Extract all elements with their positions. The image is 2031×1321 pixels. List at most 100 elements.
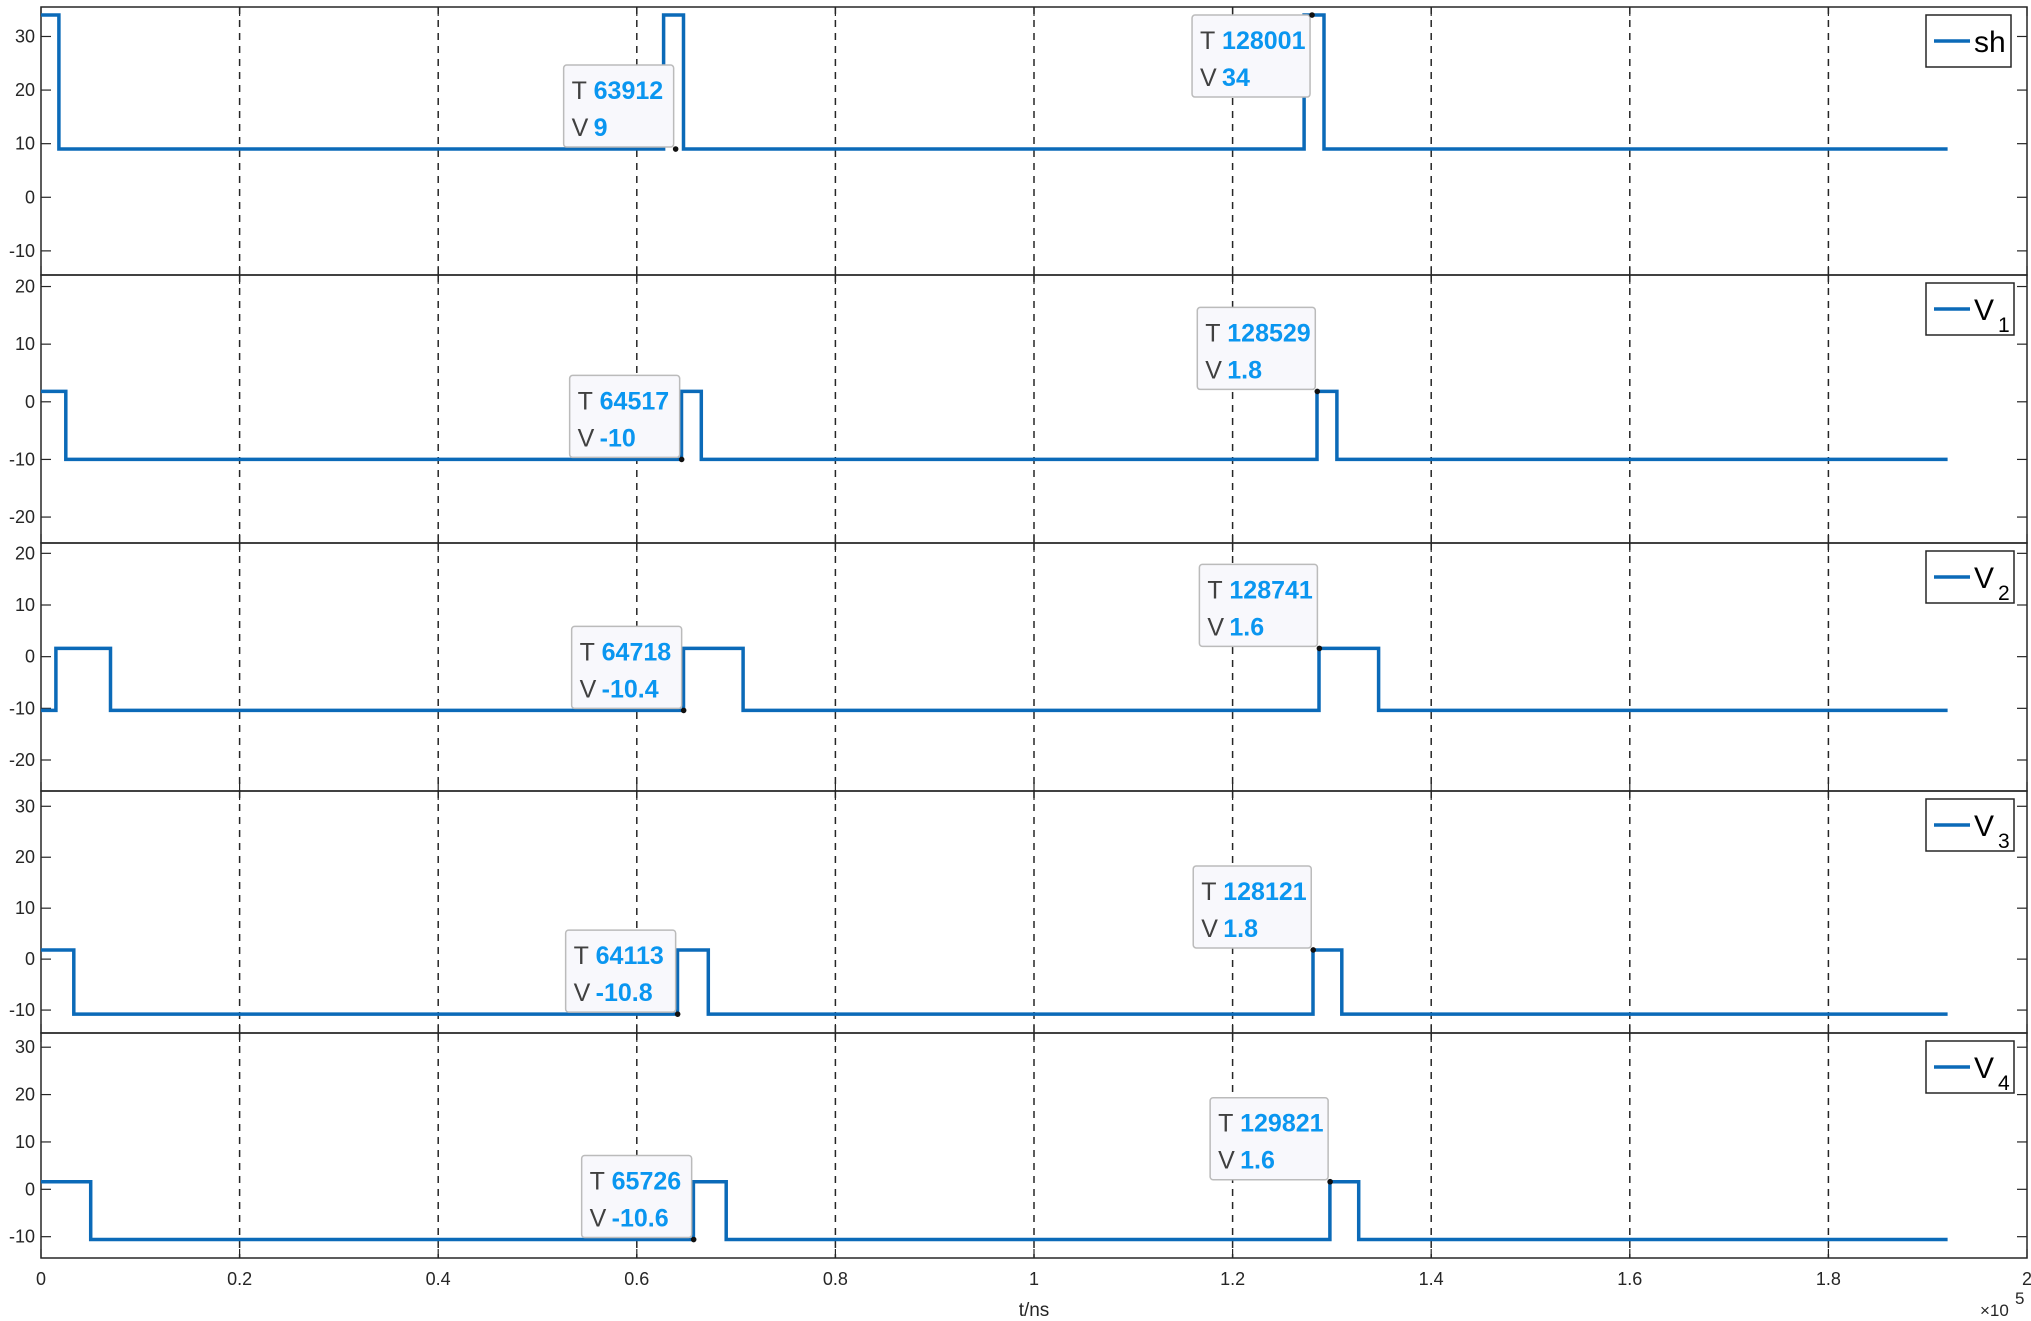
datatip-v-value: -10 xyxy=(600,424,636,452)
y-tick-label: 20 xyxy=(15,1085,35,1105)
x-tick-label: 0.4 xyxy=(426,1269,451,1289)
y-tick-label: 10 xyxy=(15,1132,35,1152)
y-tick-label: -10 xyxy=(9,241,35,261)
datatip-t-value: 64113 xyxy=(596,942,664,970)
datatip-v-value: 9 xyxy=(594,114,608,142)
datatip-v-value: 34 xyxy=(1222,64,1250,92)
datatip-t-label: T xyxy=(1201,878,1216,906)
series-line xyxy=(41,948,1948,1016)
datatip-t-value: 128529 xyxy=(1227,319,1310,347)
datatip-box xyxy=(1192,865,1312,949)
y-tick-label: 0 xyxy=(25,949,35,969)
datatip-marker xyxy=(1327,1178,1333,1185)
x-exponent-power: 5 xyxy=(2015,1289,2024,1308)
datatip-box xyxy=(1196,306,1317,391)
datatip-v-value: -10.4 xyxy=(602,675,659,703)
datatip-box xyxy=(580,1154,693,1239)
legend-label: sh xyxy=(1974,26,2006,59)
y-tick-label: 30 xyxy=(15,796,35,816)
datatip-v-label: V xyxy=(574,979,591,1007)
axes-box xyxy=(40,1032,2028,1259)
datatip-marker xyxy=(678,456,685,463)
y-tick-label: -10 xyxy=(9,1227,35,1247)
x-tick-label: 2 xyxy=(2022,1269,2031,1289)
series-line xyxy=(41,13,1948,151)
x-tick-label: 1.4 xyxy=(1419,1269,1444,1289)
y-tick-label: -10 xyxy=(9,449,35,469)
datatip-box xyxy=(1191,14,1311,98)
datatip-v-value: 1.6 xyxy=(1240,1147,1275,1175)
x-tick-label: 0.8 xyxy=(823,1269,848,1289)
x-tick-label: 0.6 xyxy=(624,1269,649,1289)
datatip-t-value: 64517 xyxy=(600,387,670,415)
datatip-v-value: 1.6 xyxy=(1229,613,1264,641)
datatip-t-value: 129821 xyxy=(1240,1110,1324,1138)
datatip-t-label: T xyxy=(1205,319,1220,347)
datatip-v-label: V xyxy=(1201,915,1218,943)
y-tick-label: 0 xyxy=(25,1179,35,1199)
datatip-v-label: V xyxy=(1207,613,1224,641)
datatip-t-value: 64718 xyxy=(602,638,672,666)
datatip-t-value: 128001 xyxy=(1222,27,1306,55)
x-tick-label: 0 xyxy=(36,1269,46,1289)
datatip-marker xyxy=(690,1236,697,1243)
y-tick-label: 20 xyxy=(15,80,35,100)
datatip-v-label: V xyxy=(572,114,589,142)
y-tick-label: 30 xyxy=(15,1037,35,1057)
datatip-marker xyxy=(672,146,679,152)
y-tick-label: 20 xyxy=(15,847,35,867)
datatip-marker xyxy=(1316,645,1323,652)
legend-label: V xyxy=(1974,810,1994,843)
y-tick-label: 10 xyxy=(15,595,35,615)
y-tick-label: -10 xyxy=(9,1000,35,1020)
x-tick-label: 0.2 xyxy=(227,1269,252,1289)
x-tick-label: 1.8 xyxy=(1816,1269,1841,1289)
legend-subscript: 1 xyxy=(1998,314,2010,337)
datatip-marker xyxy=(1310,947,1317,953)
datatip-marker xyxy=(680,707,687,714)
x-exponent-label: ×10 xyxy=(1980,1301,2009,1320)
datatip-box xyxy=(562,64,675,148)
y-tick-label: -20 xyxy=(9,507,35,527)
datatip-box xyxy=(1198,563,1319,648)
datatip-v-label: V xyxy=(1205,356,1222,384)
y-tick-label: 0 xyxy=(25,392,35,412)
y-tick-label: 20 xyxy=(15,277,35,297)
datatip-t-label: T xyxy=(590,1168,605,1196)
datatip-box xyxy=(564,929,677,1013)
datatip-v-value: 1.8 xyxy=(1227,356,1262,384)
datatip-t-label: T xyxy=(578,387,593,415)
datatip-v-label: V xyxy=(1218,1147,1235,1175)
legend: sh xyxy=(1925,14,2012,68)
datatip-t-value: 128741 xyxy=(1229,576,1313,604)
datatip-v-label: V xyxy=(578,424,595,452)
datatip-v-label: V xyxy=(590,1205,607,1233)
datatip-t-value: 128121 xyxy=(1223,878,1307,906)
y-tick-label: 0 xyxy=(25,187,35,207)
y-tick-label: -10 xyxy=(9,698,35,718)
datatip-t-label: T xyxy=(1200,27,1215,55)
datatip-box xyxy=(570,625,683,710)
y-tick-label: 10 xyxy=(15,134,35,154)
series-line xyxy=(41,1179,1948,1242)
datatip-marker xyxy=(674,1011,681,1017)
y-tick-label: 10 xyxy=(15,898,35,918)
datatip-marker xyxy=(1314,388,1321,395)
datatip-v-label: V xyxy=(1200,64,1217,92)
legend-subscript: 4 xyxy=(1998,1072,2010,1095)
